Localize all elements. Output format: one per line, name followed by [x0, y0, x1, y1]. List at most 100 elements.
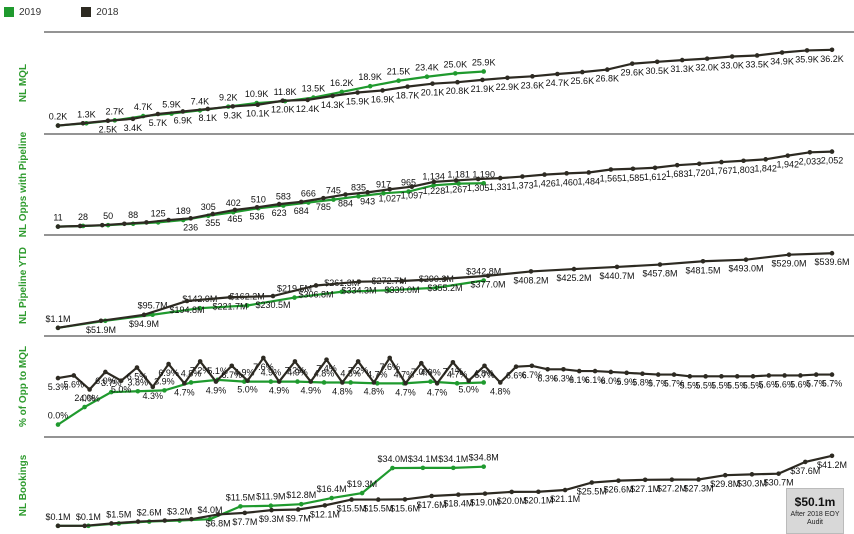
data-point-2018 — [776, 471, 781, 476]
data-label-2018: 1,373 — [511, 181, 534, 191]
data-label-2019: $11.9M — [256, 492, 285, 502]
data-label-2019: 21.5K — [387, 67, 411, 77]
data-label-2018: 6.9K — [174, 115, 193, 125]
data-label-2018: 34.9K — [770, 57, 794, 67]
data-point-2018 — [213, 379, 219, 384]
data-label-2018: 5.5% — [727, 380, 748, 390]
data-point-2018 — [545, 367, 550, 372]
panel-2: NL Opps with Pipeline 11 28 50 88 125 189 305 40… — [18, 131, 854, 237]
data-point-2019 — [454, 381, 460, 386]
data-label-2019: 1,190 — [472, 169, 495, 179]
data-label-2019: 510 — [251, 194, 266, 204]
data-point-2018 — [103, 369, 108, 375]
data-label-2018: 6.1% — [585, 375, 606, 385]
data-label-2018: 1,612 — [644, 172, 667, 182]
data-label-2019: 2.0% — [74, 393, 95, 403]
data-point-2018 — [482, 363, 487, 369]
data-point-2018 — [227, 294, 233, 300]
data-point-2018 — [255, 102, 261, 108]
data-point-2018 — [324, 357, 329, 362]
data-label-2018: 4.8% — [490, 386, 511, 396]
data-label-2018: 6.3% — [553, 373, 574, 383]
data-point-2018 — [254, 205, 260, 210]
data-point-2019 — [268, 379, 274, 384]
data-point-2018 — [313, 283, 319, 288]
data-label-2018: 7.2% — [348, 365, 369, 375]
data-label-2018: $355.2M — [427, 283, 462, 293]
data-label-2018: 1,484 — [577, 176, 600, 186]
data-point-2018 — [719, 374, 724, 379]
data-label-2018: 5.5% — [695, 380, 716, 390]
data-label-2018: $539.6M — [814, 257, 849, 267]
data-point-2018 — [180, 109, 186, 114]
data-label-2018: 5.3% — [48, 382, 69, 392]
data-label-2018: 5.9% — [616, 377, 637, 387]
data-point-2019 — [420, 465, 426, 471]
data-point-2018 — [276, 201, 282, 207]
data-point-2018 — [497, 380, 503, 385]
data-point-2018 — [485, 273, 491, 279]
data-point-2018 — [829, 149, 835, 154]
data-point-2019 — [406, 189, 411, 194]
data-label-2019: 18.9K — [358, 72, 382, 82]
data-point-2019 — [450, 465, 456, 471]
data-label-2018: 1,228 — [423, 186, 446, 196]
data-label-2018: $9.7M — [286, 513, 311, 523]
data-label-2018: $408.2M — [513, 275, 548, 285]
data-point-2018 — [134, 365, 140, 370]
data-label-2018: 6.9% — [158, 368, 179, 378]
data-point-2018 — [450, 359, 456, 365]
data-label-2018: 6.1% — [569, 375, 590, 385]
data-point-2018 — [98, 318, 104, 324]
data-label-2019: $19.3M — [347, 479, 377, 489]
data-label-2018: $440.7M — [599, 271, 634, 281]
data-label-2018: 1,585 — [622, 173, 645, 183]
data-label-2018: 465 — [227, 214, 242, 224]
legend-swatch — [81, 7, 92, 17]
data-label-2018: 4.7% — [427, 387, 448, 397]
data-point-2018 — [829, 453, 835, 459]
data-label-2018: $230.5M — [255, 300, 290, 310]
data-point-2018 — [210, 211, 216, 217]
data-label-2018: $529.0M — [771, 259, 806, 269]
data-point-2018 — [530, 74, 535, 79]
data-point-2018 — [141, 312, 147, 318]
data-label-2018: $7.7M — [232, 517, 257, 527]
data-label-2019: 2.7K — [106, 106, 125, 116]
data-point-2018 — [399, 278, 405, 284]
data-label-2019: $342.8M — [466, 266, 501, 276]
data-label-2018: 7.6% — [253, 362, 274, 372]
data-point-2018 — [321, 195, 326, 201]
data-label-2018: $51.9M — [86, 325, 116, 335]
data-label-2019: $0.1M — [76, 512, 101, 522]
data-point-2018 — [166, 217, 171, 223]
data-label-2019: 23.4K — [415, 63, 439, 73]
data-label-2019: 16.2K — [330, 78, 354, 88]
data-point-2018 — [813, 372, 819, 377]
data-label-2019: 4.7% — [447, 369, 468, 379]
data-point-2019 — [321, 380, 327, 385]
data-point-2018 — [571, 266, 577, 272]
data-label-2018: 2,052 — [821, 156, 844, 166]
data-point-2018 — [355, 90, 360, 95]
data-label-2019: 10.9K — [245, 89, 269, 99]
data-point-2018 — [365, 190, 370, 195]
data-point-2018 — [779, 50, 785, 55]
data-point-2018 — [829, 372, 835, 377]
data-label-2018: $19.0M — [470, 498, 500, 508]
data-label-2018: 1,683 — [666, 169, 689, 179]
data-point-2018 — [829, 250, 835, 256]
data-point-2018 — [355, 359, 361, 364]
data-point-2018 — [480, 77, 485, 83]
data-label-2019: 125 — [151, 208, 166, 218]
data-label-2019: 88 — [128, 210, 138, 220]
data-point-2018 — [750, 374, 756, 379]
data-label-2019: 583 — [276, 192, 291, 202]
data-label-2018: 6.5% — [127, 372, 148, 382]
data-label-2019: 11.8K — [274, 87, 297, 97]
data-point-2018 — [276, 379, 282, 384]
series-line-2018 — [57, 48, 833, 127]
data-label-2018: 4.0% — [79, 394, 100, 404]
panel-title: % of Opp to MQL — [18, 346, 29, 427]
data-label-2018: $18.4M — [443, 499, 473, 509]
